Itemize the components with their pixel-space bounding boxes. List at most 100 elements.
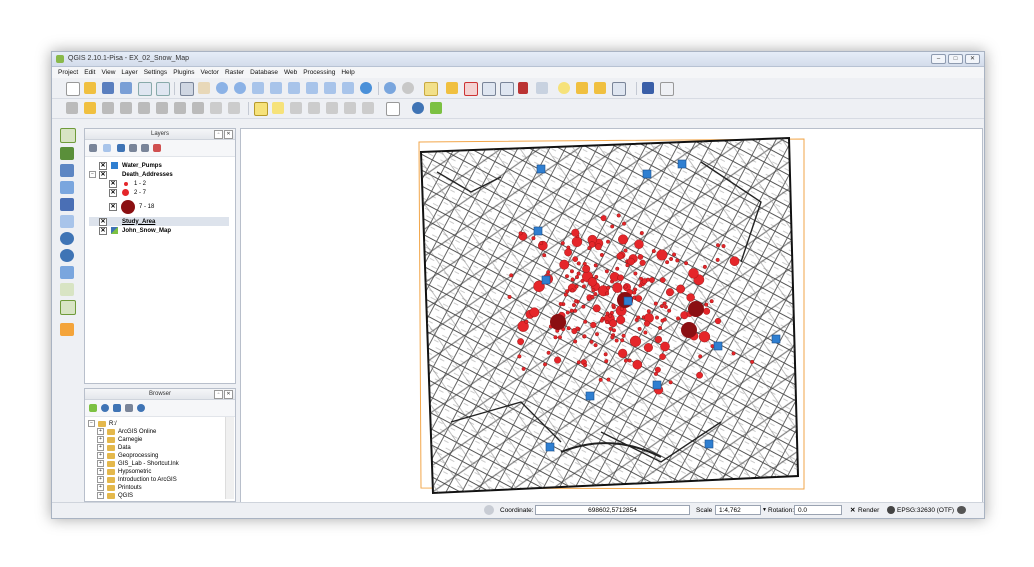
expression-select-icon[interactable]	[464, 82, 478, 96]
collapse-browser-icon[interactable]	[125, 404, 133, 412]
crs-globe-icon[interactable]	[887, 506, 895, 514]
save-project-icon[interactable]	[102, 82, 114, 94]
help-book-icon[interactable]	[642, 82, 654, 94]
python-console-icon[interactable]	[412, 102, 424, 114]
layer-labeling-icon[interactable]	[272, 102, 284, 114]
virtual-layer-icon[interactable]	[60, 323, 74, 336]
menu-view[interactable]: View	[101, 67, 115, 78]
zoom-native-icon[interactable]	[252, 82, 264, 94]
add-vector-layer-icon[interactable]	[60, 128, 76, 143]
add-raster-layer-icon[interactable]	[60, 147, 74, 160]
select-features-icon[interactable]	[424, 82, 438, 96]
collapse-all-icon[interactable]	[141, 144, 149, 152]
add-wms-layer-icon[interactable]	[60, 232, 74, 245]
new-shapefile-icon[interactable]	[60, 300, 76, 315]
menu-settings[interactable]: Settings	[144, 67, 168, 78]
menu-edit[interactable]: Edit	[84, 67, 95, 78]
menu-help[interactable]: Help	[341, 67, 354, 78]
layer-checkbox[interactable]: ✕	[99, 171, 107, 179]
node-tool-icon[interactable]	[156, 102, 168, 114]
open-project-icon[interactable]	[84, 82, 96, 94]
add-spatialite-layer-icon[interactable]	[60, 181, 74, 194]
float-panel-icon[interactable]: ▫	[214, 390, 223, 399]
whats-this-icon[interactable]	[660, 82, 674, 96]
identify-icon[interactable]	[384, 82, 396, 94]
pan-hand-icon[interactable]	[198, 82, 210, 94]
label-icon[interactable]	[254, 102, 268, 116]
filter-browser-icon[interactable]	[113, 404, 121, 412]
properties-icon[interactable]	[137, 404, 145, 412]
add-feature-icon[interactable]	[120, 102, 132, 114]
paste-features-icon[interactable]	[228, 102, 240, 114]
expand-all-icon[interactable]	[129, 144, 137, 152]
pin-labels-icon[interactable]	[290, 102, 302, 114]
refresh-browser-icon[interactable]	[101, 404, 109, 412]
scale-dropdown-icon[interactable]: ▼	[762, 506, 767, 515]
zoom-out-icon[interactable]	[234, 82, 246, 94]
zoom-next-icon[interactable]	[342, 82, 354, 94]
rotate-label-icon[interactable]	[344, 102, 356, 114]
toggle-editing-icon[interactable]	[84, 102, 96, 114]
current-edits-icon[interactable]	[66, 102, 78, 114]
manage-visibility-icon[interactable]	[103, 144, 111, 152]
attribute-table-icon[interactable]	[482, 82, 496, 96]
coordinate-field[interactable]: 698602,5712854	[535, 505, 690, 515]
class-2-7[interactable]: ✕ 2 - 7	[109, 188, 146, 197]
new-print-composer-icon[interactable]	[138, 82, 152, 96]
scale-combobox[interactable]: 1:4,762	[715, 505, 761, 515]
filter-legend-icon[interactable]	[117, 144, 125, 152]
zoom-last-icon[interactable]	[324, 82, 336, 94]
menu-raster[interactable]: Raster	[225, 67, 244, 78]
menu-web[interactable]: Web	[284, 67, 297, 78]
messages-icon[interactable]	[957, 506, 966, 514]
add-postgis-layer-icon[interactable]	[60, 164, 74, 177]
map-tips-icon[interactable]	[558, 82, 570, 94]
minimize-button[interactable]: –	[931, 54, 946, 64]
add-wfs-layer-icon[interactable]	[60, 266, 74, 279]
render-checkbox[interactable]: ✕	[850, 506, 855, 515]
move-label-icon[interactable]	[326, 102, 338, 114]
new-project-icon[interactable]	[66, 82, 80, 96]
show-bookmarks-icon[interactable]	[594, 82, 606, 94]
pan-map-icon[interactable]	[180, 82, 194, 96]
menu-project[interactable]: Project	[58, 67, 78, 78]
deselect-icon[interactable]	[446, 82, 458, 94]
class-7-18[interactable]: ✕ 7 - 18	[109, 199, 154, 215]
remove-layer-icon[interactable]	[153, 144, 161, 152]
add-wcs-layer-icon[interactable]	[60, 249, 74, 262]
expand-icon[interactable]: −	[89, 171, 96, 178]
delete-selected-icon[interactable]	[174, 102, 186, 114]
coordinate-toggle-icon[interactable]	[484, 505, 494, 515]
add-oracle-layer-icon[interactable]	[60, 215, 74, 228]
zoom-full-icon[interactable]	[270, 82, 282, 94]
crs-status[interactable]: EPSG:32630 (OTF)	[897, 506, 954, 515]
zoom-to-layer-icon[interactable]	[306, 82, 318, 94]
browser-folder[interactable]: + QGIS	[97, 491, 133, 500]
close-button[interactable]: ✕	[965, 54, 980, 64]
field-calculator-icon[interactable]	[500, 82, 514, 96]
action-gear-icon[interactable]	[402, 82, 414, 94]
float-panel-icon[interactable]: ▫	[214, 130, 223, 139]
rotation-spinbox[interactable]: 0.0	[794, 505, 842, 515]
show-hide-labels-icon[interactable]	[308, 102, 320, 114]
close-panel-icon[interactable]: ✕	[224, 130, 233, 139]
csw-icon[interactable]	[386, 102, 400, 116]
close-panel-icon[interactable]: ✕	[224, 390, 233, 399]
map-view[interactable]	[241, 129, 982, 502]
copy-features-icon[interactable]	[210, 102, 222, 114]
add-delimited-text-icon[interactable]	[60, 283, 74, 296]
composer-manager-icon[interactable]	[156, 82, 170, 96]
layer-study-area[interactable]: ✕ Study_Area	[89, 217, 229, 226]
change-label-icon[interactable]	[362, 102, 374, 114]
refresh-icon[interactable]	[360, 82, 372, 94]
move-feature-icon[interactable]	[138, 102, 150, 114]
menu-plugins[interactable]: Plugins	[173, 67, 194, 78]
add-mssql-layer-icon[interactable]	[60, 198, 74, 211]
layer-death-addresses[interactable]: − ✕ Death_Addresses	[89, 170, 173, 179]
add-selected-layers-icon[interactable]	[89, 404, 97, 412]
add-group-icon[interactable]	[89, 144, 97, 152]
menu-layer[interactable]: Layer	[121, 67, 137, 78]
class-1-2[interactable]: ✕ 1 - 2	[109, 179, 146, 188]
browser-scrollbar[interactable]	[225, 417, 234, 499]
cut-features-icon[interactable]	[192, 102, 204, 114]
